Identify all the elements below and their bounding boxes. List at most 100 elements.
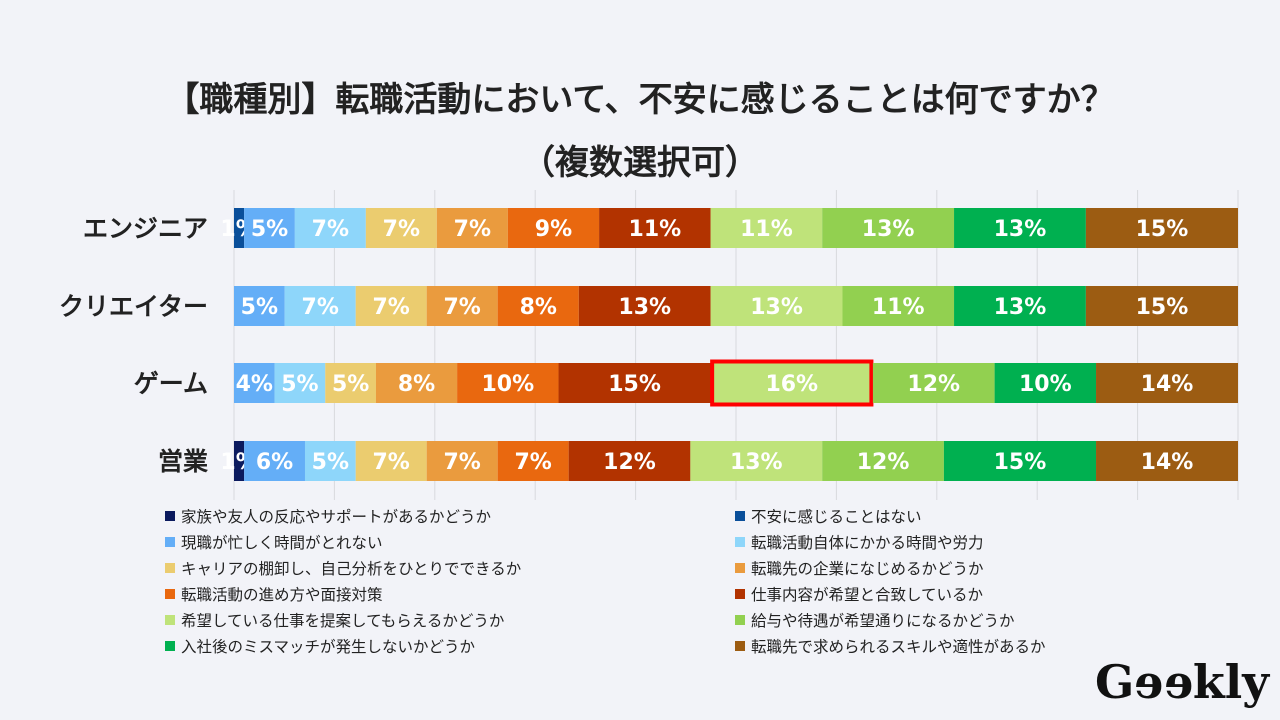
legend-item: 転職活動自体にかかる時間や労力 <box>735 531 1165 553</box>
bar-segment <box>355 286 427 326</box>
bar-segment <box>234 441 245 481</box>
bar-segment <box>274 363 326 403</box>
data-label: 14% <box>1141 372 1194 397</box>
data-label: 13% <box>730 450 783 475</box>
legend-item: 入社後のミスマッチが発生しないかどうか <box>165 635 735 657</box>
data-label: 12% <box>857 450 910 475</box>
bar-segment <box>842 286 955 326</box>
data-label: 10% <box>481 372 534 397</box>
bar-segment <box>355 441 427 481</box>
bar-segment <box>943 441 1097 481</box>
legend-label: 家族や友人の反応やサポートがあるかどうか <box>181 508 492 526</box>
legend-label: 転職活動自体にかかる時間や労力 <box>751 534 984 552</box>
chart-subtitle: （複数選択可） <box>521 143 759 183</box>
data-label: 5% <box>241 295 278 320</box>
data-label: 14% <box>1141 450 1194 475</box>
category-label: クリエイター <box>59 292 208 321</box>
legend-swatch <box>735 615 745 625</box>
data-label: 5% <box>332 372 369 397</box>
bar-segment <box>497 286 579 326</box>
data-label: 6% <box>256 450 293 475</box>
legend-swatch <box>735 511 745 521</box>
legend-item: 現職が忙しく時間がとれない <box>165 531 735 553</box>
bar-segment <box>304 441 356 481</box>
data-label: 11% <box>629 217 682 242</box>
legend: 家族や友人の反応やサポートがあるかどうか 不安に感じることはない現職が忙しく時間が… <box>165 505 1165 657</box>
data-label: 5% <box>251 217 288 242</box>
legend-label: 現職が忙しく時間がとれない <box>181 534 383 552</box>
data-label: 7% <box>514 450 551 475</box>
data-label: 15% <box>608 372 661 397</box>
bar-segment <box>578 286 711 326</box>
legend-swatch <box>165 641 175 651</box>
legend-item: 希望している仕事を提案してもらえるかどうか <box>165 609 735 631</box>
data-label: 7% <box>373 450 410 475</box>
legend-item: 家族や友人の反応やサポートがあるかどうか <box>165 505 735 527</box>
bar-segment <box>234 363 275 403</box>
data-label: 9% <box>535 217 572 242</box>
data-label: 12% <box>603 450 656 475</box>
legend-label: 入社後のミスマッチが発生しないかどうか <box>181 638 476 656</box>
bar-segment <box>1085 286 1238 326</box>
bar-segment <box>954 286 1086 326</box>
bar-segment <box>822 208 955 248</box>
legend-item: 転職先の企業になじめるかどうか <box>735 557 1165 579</box>
data-label: 7% <box>444 295 481 320</box>
bar-segment <box>426 286 498 326</box>
bar-segment <box>994 363 1097 403</box>
data-label: 8% <box>520 295 557 320</box>
bar-segment <box>1085 208 1238 248</box>
legend-swatch <box>165 563 175 573</box>
legend-label: 転職活動の進め方や面接対策 <box>181 586 383 604</box>
data-label: 7% <box>454 217 491 242</box>
data-label: 15% <box>1136 295 1189 320</box>
category-label: エンジニア <box>83 214 208 243</box>
bar-segment <box>1096 363 1238 403</box>
bar-segment <box>294 208 366 248</box>
legend-label: 転職先の企業になじめるかどうか <box>751 560 984 578</box>
bar-segment <box>284 286 356 326</box>
data-label: 15% <box>1136 217 1189 242</box>
bar-segment <box>568 441 691 481</box>
data-label: 11% <box>872 295 925 320</box>
bar-segment <box>690 441 823 481</box>
legend-swatch <box>165 589 175 599</box>
data-label: 13% <box>750 295 803 320</box>
chart-title: 【職種別】転職活動において、不安に感じることは何ですか？ <box>165 80 1115 120</box>
bar-segment <box>710 286 843 326</box>
bar-segment <box>365 208 437 248</box>
bar-segment <box>244 441 305 481</box>
legend-swatch <box>735 563 745 573</box>
legend-label: 不安に感じることはない <box>751 508 922 526</box>
category-label: 営業 <box>158 447 208 476</box>
legend-item: 転職先で求められるスキルや適性があるか <box>735 635 1165 657</box>
legend-swatch <box>735 589 745 599</box>
data-label: 7% <box>383 217 420 242</box>
legend-swatch <box>735 641 745 651</box>
data-label: 4% <box>236 372 273 397</box>
bar-segment <box>954 208 1086 248</box>
data-label: 5% <box>281 372 318 397</box>
data-label: 7% <box>444 450 481 475</box>
bar-segment <box>426 441 498 481</box>
data-label: 10% <box>1019 372 1072 397</box>
geekly-logo: Geekly <box>1095 655 1269 709</box>
legend-swatch <box>165 615 175 625</box>
data-label: 13% <box>618 295 671 320</box>
bar-segment <box>822 441 944 481</box>
bar-segment <box>234 208 245 248</box>
bar-segment <box>558 363 711 403</box>
data-label: 11% <box>740 217 793 242</box>
bar-segment <box>710 208 823 248</box>
bar-segment <box>234 286 285 326</box>
legend-label: キャリアの棚卸し、自己分析をひとりでできるか <box>181 560 522 578</box>
legend-label: 転職先で求められるスキルや適性があるか <box>751 638 1046 656</box>
data-label: 5% <box>312 450 349 475</box>
data-label: 8% <box>398 372 435 397</box>
bar-segment <box>436 208 508 248</box>
data-label: 7% <box>312 217 349 242</box>
legend-label: 希望している仕事を提案してもらえるかどうか <box>181 612 505 630</box>
bar-segment <box>1096 441 1238 481</box>
category-label: ゲーム <box>134 369 208 398</box>
